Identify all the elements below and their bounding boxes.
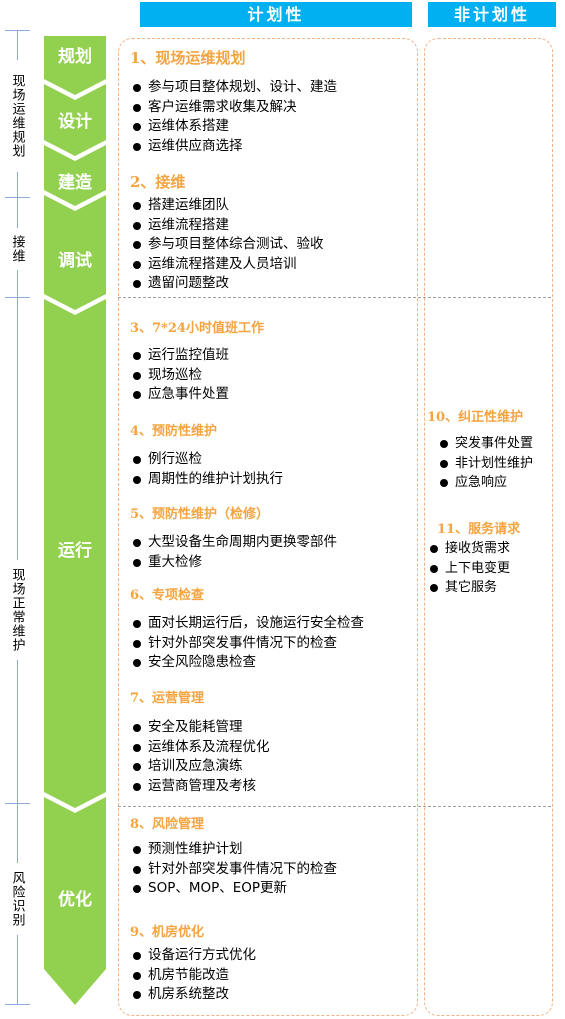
stage-run: 运行	[58, 541, 92, 561]
list-risk: 预测性维护计划 针对外部突发事件情况下的检查 SOP、MOP、EOP更新	[131, 840, 337, 899]
planned-header: 计划性	[140, 2, 412, 27]
phase-label-takeover: 接维	[2, 228, 32, 270]
list-overhaul: 大型设备生命周期内更换零部件 重大检修	[131, 533, 337, 572]
list-item: 上下电变更	[428, 559, 510, 579]
section-title-site-planning: 1、现场运维规划	[130, 49, 246, 67]
timeline-tick	[5, 197, 30, 198]
arrow-shape-design	[44, 84, 106, 156]
timeline-tick	[5, 297, 30, 298]
section-title-operations: 7、运营管理	[130, 691, 205, 706]
arrow-shape-build	[44, 145, 106, 206]
list-item: 安全及能耗管理	[131, 718, 270, 738]
list-item: 运维体系搭建	[131, 117, 337, 137]
list-item: 面对长期运行后，设施运行安全检查	[131, 614, 364, 634]
timeline-axis	[17, 30, 18, 1005]
list-item: 例行巡检	[131, 450, 283, 470]
stage-plan: 规划	[58, 47, 92, 67]
list-item: SOP、MOP、EOP更新	[131, 879, 337, 899]
section-title-corrective: 10、纠正性维护	[427, 410, 524, 425]
list-item: 安全风险隐患检查	[131, 653, 364, 673]
section-title-inspection: 6、专项检查	[130, 588, 205, 603]
list-item: 客户运维需求收集及解决	[131, 98, 337, 118]
list-item: 培训及应急演练	[131, 757, 270, 777]
list-item: 针对外部突发事件情况下的检查	[131, 634, 364, 654]
stage-debug: 调试	[58, 251, 92, 271]
stage-arrows	[44, 36, 106, 1005]
list-item: 运行监控值班	[131, 346, 229, 366]
list-item: 重大检修	[131, 553, 337, 573]
list-takeover: 搭建运维团队 运维流程搭建 参与项目整体综合测试、验收 运维流程搭建及人员培训 …	[131, 196, 324, 294]
list-item: 运维流程搭建及人员培训	[131, 255, 324, 275]
phase-label-planning: 现场运维规划	[2, 60, 32, 172]
list-item: 预测性维护计划	[131, 840, 337, 860]
list-item: 搭建运维团队	[131, 196, 324, 216]
list-item: 现场巡检	[131, 366, 229, 386]
list-item: 非计划性维护	[438, 454, 533, 474]
list-item: 运营商管理及考核	[131, 777, 270, 797]
list-item: 针对外部突发事件情况下的检查	[131, 860, 337, 880]
list-operations: 安全及能耗管理 运维体系及流程优化 培训及应急演练 运营商管理及考核	[131, 718, 270, 796]
section-title-overhaul: 5、预防性维护（检修）	[130, 507, 270, 522]
list-item: 运维供应商选择	[131, 137, 337, 157]
section-title-duty: 3、7*24小时值班工作	[130, 321, 264, 336]
list-item: 机房系统整改	[131, 985, 256, 1005]
stage-design: 设计	[58, 112, 92, 132]
list-item: 周期性的维护计划执行	[131, 470, 283, 490]
list-item: 参与项目整体综合测试、验收	[131, 235, 324, 255]
list-item: 运维流程搭建	[131, 216, 324, 236]
list-item: 参与项目整体规划、设计、建造	[131, 78, 337, 98]
list-corrective: 突发事件处置 非计划性维护 应急响应	[438, 434, 533, 493]
list-inspection: 面对长期运行后，设施运行安全检查 针对外部突发事件情况下的检查 安全风险隐患检查	[131, 614, 364, 673]
list-service: 接收货需求 上下电变更 其它服务	[428, 539, 510, 598]
list-duty: 运行监控值班 现场巡检 应急事件处置	[131, 346, 229, 405]
list-item: 接收货需求	[428, 539, 510, 559]
list-item: 机房节能改造	[131, 966, 256, 986]
arrow-shape-debug	[44, 195, 106, 310]
section-title-room-optimize: 9、机房优化	[130, 925, 205, 940]
stage-build: 建造	[58, 173, 92, 193]
phase-label-risk: 风险识别	[2, 863, 32, 935]
list-item: 设备运行方式优化	[131, 946, 256, 966]
list-item: 突发事件处置	[438, 434, 533, 454]
list-item: 其它服务	[428, 578, 510, 598]
list-item: 应急事件处置	[131, 385, 229, 405]
section-title-preventive: 4、预防性维护	[130, 424, 218, 439]
timeline-tick	[5, 803, 30, 804]
list-item: 应急响应	[438, 473, 533, 493]
unplanned-panel	[424, 38, 553, 1016]
list-item: 大型设备生命周期内更换零部件	[131, 533, 337, 553]
section-title-takeover: 2、接维	[130, 173, 186, 191]
timeline-tick	[5, 1004, 30, 1005]
planned-panel	[118, 38, 418, 1016]
arrow-shape-plan	[44, 36, 106, 95]
stage-optimize: 优化	[58, 890, 92, 910]
timeline-tick	[5, 30, 30, 31]
section-title-service: 11、服务请求	[437, 522, 521, 537]
phase-label-maintenance: 现场正常维护	[2, 560, 32, 660]
list-item: 遗留问题整改	[131, 274, 324, 294]
arrow-shape-optimize	[44, 797, 106, 1005]
list-room-optimize: 设备运行方式优化 机房节能改造 机房系统整改	[131, 946, 256, 1005]
section-title-risk: 8、风险管理	[130, 817, 205, 832]
section-divider	[118, 297, 551, 298]
list-item: 运维体系及流程优化	[131, 738, 270, 758]
section-divider	[118, 806, 551, 807]
list-site-planning: 参与项目整体规划、设计、建造 客户运维需求收集及解决 运维体系搭建 运维供应商选…	[131, 78, 337, 156]
arrow-shape-run	[44, 299, 106, 808]
list-preventive: 例行巡检 周期性的维护计划执行	[131, 450, 283, 489]
unplanned-header: 非计划性	[428, 2, 556, 27]
